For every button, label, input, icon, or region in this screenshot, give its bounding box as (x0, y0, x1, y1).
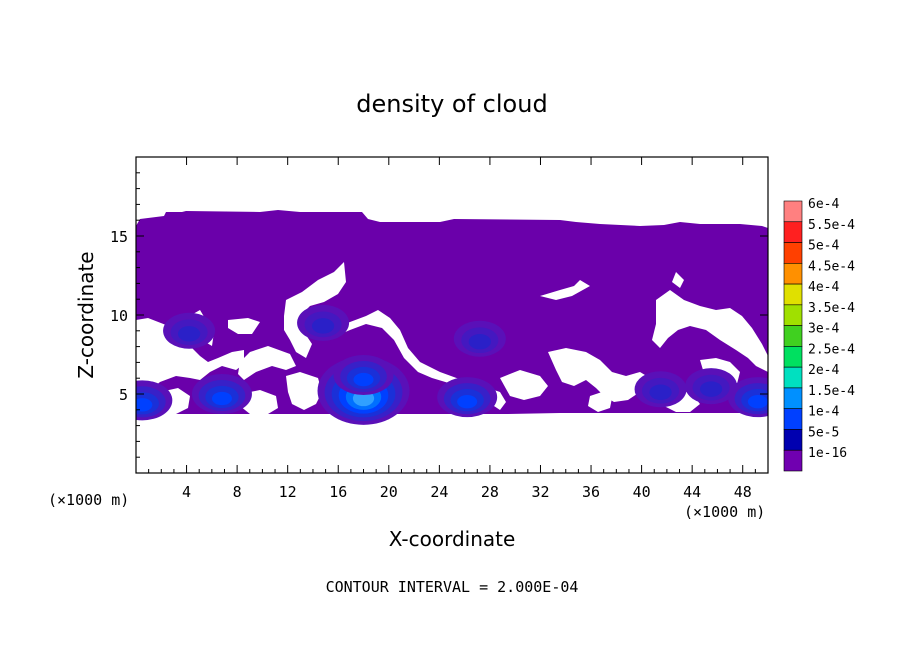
colorbar: 6e-4 5.5e-4 5e-4 4.5e-4 4e-4 3.5e-4 3e-4 2.5e-4… (783, 197, 855, 472)
concentration-level (468, 333, 491, 350)
cloud-gap (500, 370, 548, 400)
concentration-level (211, 391, 232, 406)
x-tick-label: 48 (734, 483, 752, 501)
cloud-blob (297, 304, 350, 341)
colorbar-swatch (783, 366, 803, 389)
colorbar-swatch (783, 387, 803, 409)
x-tick-label: 4 (182, 483, 191, 501)
colorbar-swatch (783, 242, 803, 264)
concentration-level (699, 381, 723, 397)
colorbar-label: 5e-4 (808, 239, 839, 254)
x-unit-left: (×1000 m) (48, 491, 129, 509)
concentration-level (457, 394, 478, 409)
cloud-blob (634, 371, 687, 408)
cloud-gap (548, 348, 650, 402)
concentration-level (747, 394, 768, 409)
colorbar-label: 5.5e-4 (808, 218, 855, 233)
concentration-level (353, 372, 374, 387)
colorbar-swatch (783, 221, 803, 243)
colorbar-swatch (783, 408, 803, 430)
cloud-blob (727, 377, 768, 418)
concentration-level (136, 398, 153, 412)
colorbar-swatch (783, 304, 803, 326)
colorbar-swatch (783, 325, 803, 347)
colorbar-label: 6e-4 (808, 197, 839, 212)
concentration-level (311, 318, 335, 334)
colorbar-label: 3.5e-4 (808, 301, 855, 316)
cloud-gap (672, 272, 684, 288)
colorbar-label: 4.5e-4 (808, 259, 855, 274)
colorbar-label: 4e-4 (808, 280, 839, 295)
y-tick-label: 5 (119, 386, 128, 404)
x-tick-label: 28 (481, 483, 499, 501)
cloud-blob (333, 355, 394, 396)
colorbar-label: 2.5e-4 (808, 342, 855, 357)
cloud-gap (286, 372, 322, 410)
colorbar-swatch (783, 346, 803, 368)
colorbar-label: 3e-4 (808, 322, 839, 337)
cloud-gap (652, 290, 768, 372)
x-tick-label: 8 (233, 483, 242, 501)
colorbar-label: 2e-4 (808, 363, 839, 378)
x-tick-label: 32 (531, 483, 549, 501)
x-axis-ticks: 4 8 12 16 20 24 28 32 36 40 44 48 (148, 157, 756, 501)
clear-air-below (136, 414, 768, 473)
y-tick-label: 15 (110, 228, 128, 246)
colorbar-swatch (783, 263, 803, 285)
x-tick-label: 12 (279, 483, 297, 501)
colorbar-label: 1e-16 (808, 446, 847, 461)
cloud-blob (453, 320, 506, 357)
x-tick-label: 44 (683, 483, 701, 501)
x-tick-label: 36 (582, 483, 600, 501)
cloud-blobs (136, 304, 768, 425)
colorbar-label: 5e-5 (808, 425, 839, 440)
colorbar-swatch (783, 200, 803, 223)
cloud-holes (136, 262, 768, 473)
cloud-blob (685, 368, 738, 405)
x-tick-label: 20 (380, 483, 398, 501)
chart-title: density of cloud (356, 90, 547, 118)
colorbar-label: 1.5e-4 (808, 384, 855, 399)
y-axis-label: Z-coordinate (74, 251, 98, 378)
cloud-blob (191, 374, 252, 414)
cloud-gap (540, 280, 590, 300)
y-tick-label: 10 (110, 307, 128, 325)
concentration-level (177, 326, 201, 342)
x-tick-label: 40 (633, 483, 651, 501)
cloud-blob (437, 377, 498, 418)
x-axis-label: X-coordinate (389, 527, 516, 551)
x-unit-right: (×1000 m) (684, 503, 765, 521)
y-axis-ticks: 5 10 15 (110, 172, 768, 458)
colorbar-label: 1e-4 (808, 405, 839, 420)
cloud-gap (136, 318, 244, 390)
x-tick-label: 16 (329, 483, 347, 501)
colorbar-swatch (783, 449, 803, 472)
colorbar-swatch (783, 283, 803, 306)
cloud-blob (163, 312, 216, 349)
x-tick-label: 24 (430, 483, 448, 501)
cloud-gap (238, 346, 296, 380)
concentration-level (649, 384, 672, 400)
cloud-gap (284, 262, 346, 358)
cloud-gap (228, 318, 260, 334)
cloud-gap (588, 392, 612, 412)
colorbar-swatch (783, 429, 803, 451)
cloud-field (136, 210, 768, 473)
contour-interval-footer: CONTOUR INTERVAL = 2.000E-04 (326, 578, 579, 596)
